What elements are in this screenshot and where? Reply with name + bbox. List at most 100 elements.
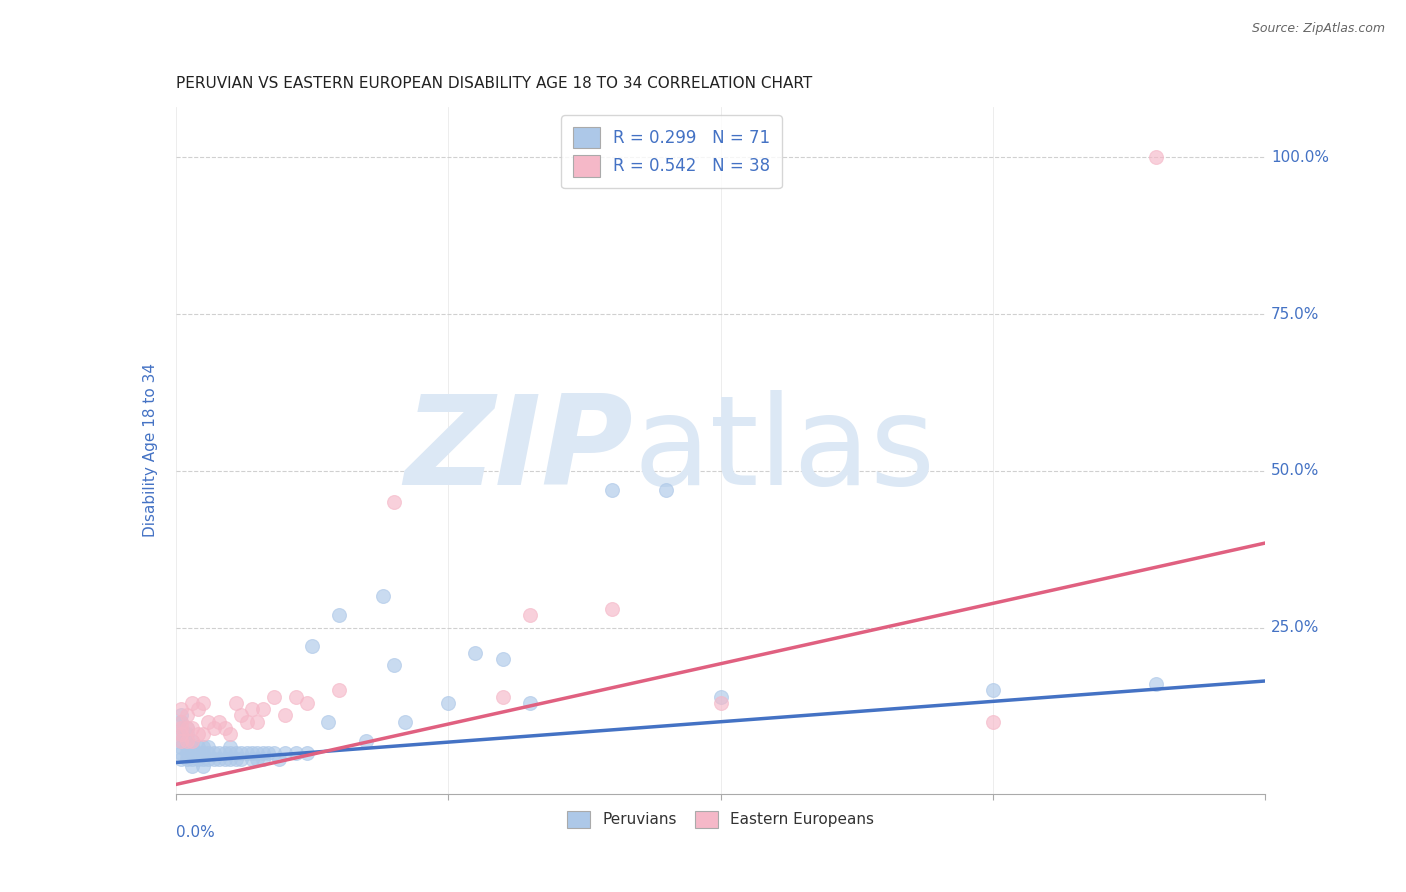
- Point: [208, 752, 231, 766]
- Point: [235, 746, 257, 760]
- Point: [371, 589, 394, 603]
- Point: [252, 746, 274, 760]
- Point: [170, 733, 193, 747]
- Point: [240, 752, 263, 766]
- Point: [176, 746, 198, 760]
- Point: [170, 739, 193, 754]
- Point: [176, 739, 198, 754]
- Point: [170, 721, 193, 735]
- Point: [356, 733, 378, 747]
- Point: [257, 746, 280, 760]
- Point: [1144, 150, 1167, 164]
- Point: [219, 727, 242, 741]
- Point: [176, 752, 198, 766]
- Point: [219, 739, 242, 754]
- Point: [231, 708, 253, 723]
- Point: [208, 746, 231, 760]
- Point: [269, 752, 291, 766]
- Point: [252, 752, 274, 766]
- Point: [181, 733, 204, 747]
- Point: [225, 746, 247, 760]
- Point: [328, 683, 350, 698]
- Point: [181, 752, 204, 766]
- Point: [170, 727, 193, 741]
- Text: atlas: atlas: [633, 390, 935, 511]
- Text: 75.0%: 75.0%: [1271, 307, 1319, 321]
- Point: [181, 758, 204, 772]
- Point: [176, 708, 198, 723]
- Point: [176, 727, 198, 741]
- Point: [492, 652, 515, 666]
- Point: [186, 739, 209, 754]
- Point: [214, 746, 236, 760]
- Point: [176, 733, 198, 747]
- Point: [655, 483, 678, 497]
- Point: [231, 746, 253, 760]
- Point: [191, 696, 214, 710]
- Point: [181, 746, 204, 760]
- Point: [219, 746, 242, 760]
- Point: [981, 714, 1004, 729]
- Point: [170, 733, 193, 747]
- Text: PERUVIAN VS EASTERN EUROPEAN DISABILITY AGE 18 TO 34 CORRELATION CHART: PERUVIAN VS EASTERN EUROPEAN DISABILITY …: [176, 76, 813, 91]
- Point: [246, 746, 269, 760]
- Point: [170, 752, 193, 766]
- Point: [274, 708, 297, 723]
- Point: [191, 739, 214, 754]
- Point: [181, 733, 204, 747]
- Point: [208, 714, 231, 729]
- Point: [981, 683, 1004, 698]
- Legend: Peruvians, Eastern Europeans: Peruvians, Eastern Europeans: [561, 805, 880, 834]
- Point: [170, 746, 193, 760]
- Point: [191, 758, 214, 772]
- Point: [191, 752, 214, 766]
- Point: [240, 702, 263, 716]
- Point: [318, 714, 340, 729]
- Point: [186, 702, 209, 716]
- Point: [176, 721, 198, 735]
- Text: 25.0%: 25.0%: [1271, 620, 1319, 635]
- Point: [1144, 677, 1167, 691]
- Text: ZIP: ZIP: [405, 390, 633, 511]
- Point: [197, 739, 219, 754]
- Point: [219, 752, 242, 766]
- Point: [170, 702, 193, 716]
- Point: [197, 746, 219, 760]
- Point: [176, 721, 198, 735]
- Point: [284, 746, 307, 760]
- Point: [382, 495, 405, 509]
- Point: [197, 752, 219, 766]
- Point: [710, 696, 733, 710]
- Point: [231, 752, 253, 766]
- Point: [225, 696, 247, 710]
- Point: [284, 690, 307, 704]
- Point: [170, 714, 193, 729]
- Point: [274, 746, 297, 760]
- Point: [202, 752, 225, 766]
- Point: [186, 752, 209, 766]
- Point: [186, 727, 209, 741]
- Point: [600, 602, 623, 616]
- Point: [263, 690, 285, 704]
- Point: [214, 721, 236, 735]
- Point: [295, 746, 318, 760]
- Point: [519, 608, 541, 623]
- Point: [214, 752, 236, 766]
- Point: [301, 640, 323, 654]
- Point: [197, 714, 219, 729]
- Point: [263, 746, 285, 760]
- Text: 50.0%: 50.0%: [1271, 463, 1319, 478]
- Point: [246, 752, 269, 766]
- Point: [170, 714, 193, 729]
- Point: [202, 721, 225, 735]
- Point: [235, 714, 257, 729]
- Point: [240, 746, 263, 760]
- Point: [295, 696, 318, 710]
- Point: [186, 746, 209, 760]
- Y-axis label: Disability Age 18 to 34: Disability Age 18 to 34: [142, 363, 157, 538]
- Point: [437, 696, 460, 710]
- Point: [170, 727, 193, 741]
- Point: [191, 727, 214, 741]
- Point: [710, 690, 733, 704]
- Point: [181, 721, 204, 735]
